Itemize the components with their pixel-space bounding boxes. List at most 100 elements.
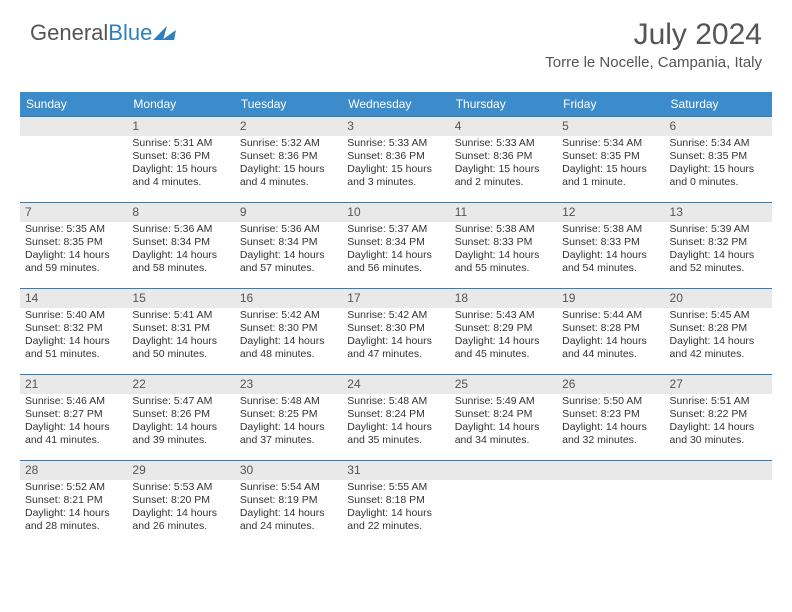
day-cell: 24Sunrise: 5:48 AMSunset: 8:24 PMDayligh… [342, 374, 449, 460]
day-number: 27 [665, 374, 772, 394]
day-number: 29 [127, 460, 234, 480]
daylight-line: Daylight: 14 hours and 30 minutes. [670, 421, 767, 447]
sunset-line: Sunset: 8:18 PM [347, 494, 444, 507]
day-number: 4 [450, 116, 557, 136]
daylight-line: Daylight: 14 hours and 57 minutes. [240, 249, 337, 275]
sunset-line: Sunset: 8:35 PM [562, 150, 659, 163]
day-cell: 26Sunrise: 5:50 AMSunset: 8:23 PMDayligh… [557, 374, 664, 460]
day-details: Sunrise: 5:36 AMSunset: 8:34 PMDaylight:… [235, 222, 342, 279]
day-number: 15 [127, 288, 234, 308]
day-cell: 11Sunrise: 5:38 AMSunset: 8:33 PMDayligh… [450, 202, 557, 288]
sunrise-line: Sunrise: 5:36 AM [132, 223, 229, 236]
day-cell: 7Sunrise: 5:35 AMSunset: 8:35 PMDaylight… [20, 202, 127, 288]
daylight-line: Daylight: 15 hours and 0 minutes. [670, 163, 767, 189]
day-number [450, 460, 557, 480]
sunrise-line: Sunrise: 5:49 AM [455, 395, 552, 408]
day-cell: 1Sunrise: 5:31 AMSunset: 8:36 PMDaylight… [127, 116, 234, 202]
daylight-line: Daylight: 14 hours and 32 minutes. [562, 421, 659, 447]
day-details: Sunrise: 5:38 AMSunset: 8:33 PMDaylight:… [557, 222, 664, 279]
day-details: Sunrise: 5:46 AMSunset: 8:27 PMDaylight:… [20, 394, 127, 451]
location-subtitle: Torre le Nocelle, Campania, Italy [545, 54, 762, 71]
sunrise-line: Sunrise: 5:36 AM [240, 223, 337, 236]
day-cell: 5Sunrise: 5:34 AMSunset: 8:35 PMDaylight… [557, 116, 664, 202]
day-cell: 13Sunrise: 5:39 AMSunset: 8:32 PMDayligh… [665, 202, 772, 288]
sunset-line: Sunset: 8:35 PM [25, 236, 122, 249]
day-number: 10 [342, 202, 449, 222]
daylight-line: Daylight: 15 hours and 1 minute. [562, 163, 659, 189]
week-row: 7Sunrise: 5:35 AMSunset: 8:35 PMDaylight… [20, 202, 772, 288]
day-number: 14 [20, 288, 127, 308]
day-number: 18 [450, 288, 557, 308]
day-cell: 16Sunrise: 5:42 AMSunset: 8:30 PMDayligh… [235, 288, 342, 374]
day-number [665, 460, 772, 480]
day-cell: 23Sunrise: 5:48 AMSunset: 8:25 PMDayligh… [235, 374, 342, 460]
sunset-line: Sunset: 8:28 PM [670, 322, 767, 335]
week-row: 14Sunrise: 5:40 AMSunset: 8:32 PMDayligh… [20, 288, 772, 374]
day-details: Sunrise: 5:53 AMSunset: 8:20 PMDaylight:… [127, 480, 234, 537]
day-details: Sunrise: 5:34 AMSunset: 8:35 PMDaylight:… [665, 136, 772, 193]
day-cell: 28Sunrise: 5:52 AMSunset: 8:21 PMDayligh… [20, 460, 127, 546]
daylight-line: Daylight: 14 hours and 28 minutes. [25, 507, 122, 533]
day-number: 9 [235, 202, 342, 222]
sunrise-line: Sunrise: 5:37 AM [347, 223, 444, 236]
day-details: Sunrise: 5:50 AMSunset: 8:23 PMDaylight:… [557, 394, 664, 451]
day-number: 1 [127, 116, 234, 136]
day-number: 25 [450, 374, 557, 394]
sunrise-line: Sunrise: 5:44 AM [562, 309, 659, 322]
day-details: Sunrise: 5:36 AMSunset: 8:34 PMDaylight:… [127, 222, 234, 279]
day-cell: 12Sunrise: 5:38 AMSunset: 8:33 PMDayligh… [557, 202, 664, 288]
logo: GeneralBlue [30, 20, 175, 46]
sunset-line: Sunset: 8:19 PM [240, 494, 337, 507]
weeks-container: 1Sunrise: 5:31 AMSunset: 8:36 PMDaylight… [20, 116, 772, 546]
day-number: 3 [342, 116, 449, 136]
week-row: 21Sunrise: 5:46 AMSunset: 8:27 PMDayligh… [20, 374, 772, 460]
sunset-line: Sunset: 8:36 PM [455, 150, 552, 163]
day-details: Sunrise: 5:52 AMSunset: 8:21 PMDaylight:… [20, 480, 127, 537]
day-details: Sunrise: 5:34 AMSunset: 8:35 PMDaylight:… [557, 136, 664, 193]
sunset-line: Sunset: 8:24 PM [347, 408, 444, 421]
day-cell: 8Sunrise: 5:36 AMSunset: 8:34 PMDaylight… [127, 202, 234, 288]
day-details: Sunrise: 5:42 AMSunset: 8:30 PMDaylight:… [235, 308, 342, 365]
day-header-cell: Sunday [20, 92, 127, 116]
sunset-line: Sunset: 8:30 PM [347, 322, 444, 335]
day-cell: 9Sunrise: 5:36 AMSunset: 8:34 PMDaylight… [235, 202, 342, 288]
sunrise-line: Sunrise: 5:34 AM [562, 137, 659, 150]
day-details: Sunrise: 5:41 AMSunset: 8:31 PMDaylight:… [127, 308, 234, 365]
daylight-line: Daylight: 14 hours and 42 minutes. [670, 335, 767, 361]
daylight-line: Daylight: 14 hours and 37 minutes. [240, 421, 337, 447]
day-number: 17 [342, 288, 449, 308]
daylight-line: Daylight: 14 hours and 54 minutes. [562, 249, 659, 275]
daylight-line: Daylight: 14 hours and 41 minutes. [25, 421, 122, 447]
week-row: 28Sunrise: 5:52 AMSunset: 8:21 PMDayligh… [20, 460, 772, 546]
daylight-line: Daylight: 14 hours and 24 minutes. [240, 507, 337, 533]
sunrise-line: Sunrise: 5:47 AM [132, 395, 229, 408]
day-header-cell: Saturday [665, 92, 772, 116]
day-cell: 3Sunrise: 5:33 AMSunset: 8:36 PMDaylight… [342, 116, 449, 202]
day-header-cell: Thursday [450, 92, 557, 116]
day-cell [665, 460, 772, 546]
day-details: Sunrise: 5:45 AMSunset: 8:28 PMDaylight:… [665, 308, 772, 365]
sunset-line: Sunset: 8:34 PM [132, 236, 229, 249]
sunrise-line: Sunrise: 5:51 AM [670, 395, 767, 408]
sunset-line: Sunset: 8:34 PM [240, 236, 337, 249]
day-details: Sunrise: 5:33 AMSunset: 8:36 PMDaylight:… [342, 136, 449, 193]
day-details: Sunrise: 5:42 AMSunset: 8:30 PMDaylight:… [342, 308, 449, 365]
sunrise-line: Sunrise: 5:48 AM [240, 395, 337, 408]
day-number: 31 [342, 460, 449, 480]
day-number: 16 [235, 288, 342, 308]
day-header-cell: Wednesday [342, 92, 449, 116]
daylight-line: Daylight: 14 hours and 26 minutes. [132, 507, 229, 533]
day-cell: 20Sunrise: 5:45 AMSunset: 8:28 PMDayligh… [665, 288, 772, 374]
day-number: 11 [450, 202, 557, 222]
day-details: Sunrise: 5:44 AMSunset: 8:28 PMDaylight:… [557, 308, 664, 365]
sunrise-line: Sunrise: 5:33 AM [347, 137, 444, 150]
day-details: Sunrise: 5:54 AMSunset: 8:19 PMDaylight:… [235, 480, 342, 537]
sunset-line: Sunset: 8:27 PM [25, 408, 122, 421]
day-cell: 4Sunrise: 5:33 AMSunset: 8:36 PMDaylight… [450, 116, 557, 202]
daylight-line: Daylight: 15 hours and 4 minutes. [132, 163, 229, 189]
day-number: 22 [127, 374, 234, 394]
day-cell: 18Sunrise: 5:43 AMSunset: 8:29 PMDayligh… [450, 288, 557, 374]
day-header-row: SundayMondayTuesdayWednesdayThursdayFrid… [20, 92, 772, 116]
daylight-line: Daylight: 14 hours and 55 minutes. [455, 249, 552, 275]
day-details: Sunrise: 5:47 AMSunset: 8:26 PMDaylight:… [127, 394, 234, 451]
